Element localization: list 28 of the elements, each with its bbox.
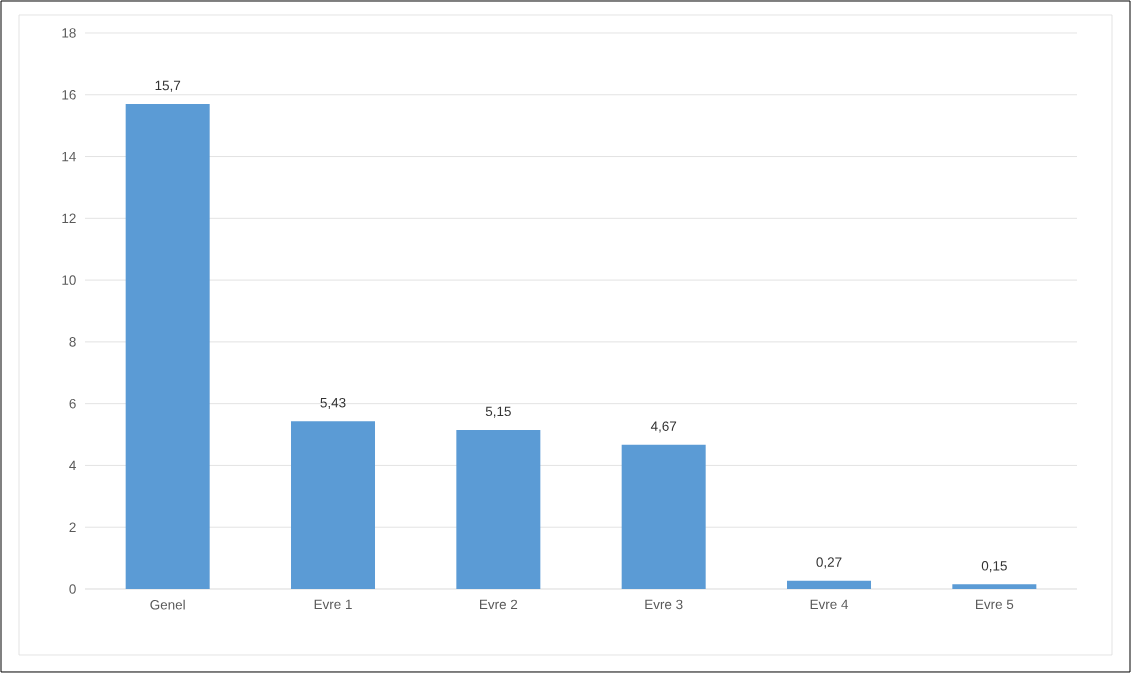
x-tick-label: Evre 5 [976, 599, 1014, 610]
x-tick-label: Genel [150, 599, 185, 610]
data-label: 5,15 [485, 406, 511, 418]
x-tick-label: Evre 3 [645, 599, 683, 610]
bar [125, 104, 210, 589]
y-tick-label: 8 [69, 337, 76, 347]
x-tick-label: Evre 2 [480, 599, 518, 610]
x-tick-label: Evre 4 [810, 599, 849, 610]
data-label: 0,15 [981, 561, 1007, 573]
y-tick-label: 2 [69, 522, 76, 532]
data-label: 0,27 [816, 557, 842, 569]
x-tick-label: Evre 1 [314, 599, 352, 610]
bar [621, 444, 706, 589]
data-label: 15,7 [155, 80, 181, 92]
data-label: 5,43 [320, 397, 346, 410]
y-tick-label: 18 [62, 28, 76, 38]
y-tick-label: 0 [69, 584, 76, 594]
y-tick-label: 16 [62, 90, 76, 100]
y-tick-label: 4 [69, 460, 76, 471]
bar [291, 421, 376, 589]
bar [787, 580, 872, 589]
bar [952, 584, 1037, 589]
y-tick-label: 14 [62, 151, 76, 162]
bar [456, 429, 541, 589]
data-label: 4,67 [650, 421, 677, 433]
y-tick-label: 10 [62, 275, 76, 285]
y-tick-label: 6 [69, 398, 76, 409]
y-tick-label: 12 [62, 213, 76, 224]
